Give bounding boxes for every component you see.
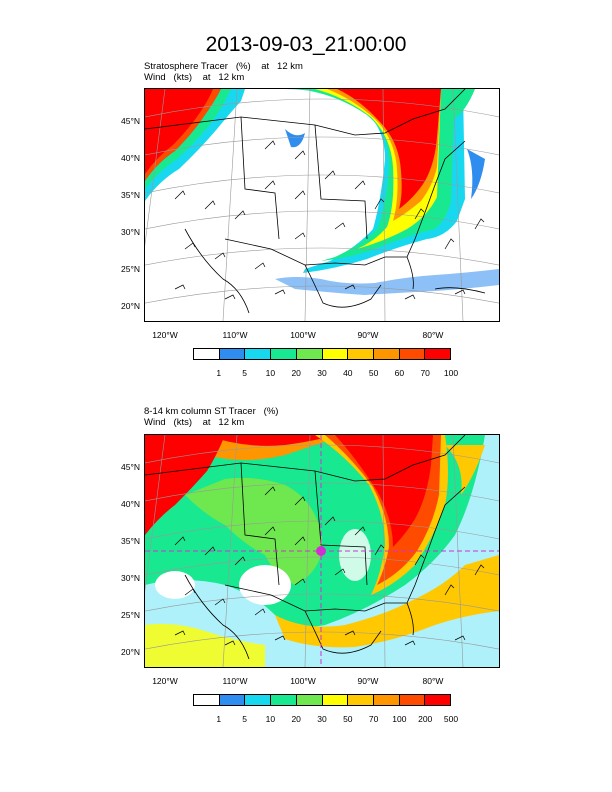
panel2-lat-label: 35°N	[121, 536, 140, 546]
colorbar-label: 1	[216, 368, 222, 378]
colorbar-swatch	[322, 695, 349, 705]
colorbar-swatch	[245, 695, 272, 705]
colorbar-label: 200	[418, 714, 433, 724]
tracer-void-central	[239, 565, 291, 605]
colorbar-swatch	[425, 349, 451, 359]
colorbar-swatch	[245, 349, 272, 359]
panel1-lon-label: 120°W	[152, 330, 178, 340]
tracer-patch-central	[285, 129, 305, 148]
colorbar-label: 1	[216, 714, 222, 724]
colorbar-swatch	[348, 349, 374, 359]
vortex-center-marker	[316, 546, 326, 556]
panel1-graticule	[145, 89, 499, 321]
panel1-lon-label: 100°W	[290, 330, 316, 340]
colorbar-label: 5	[242, 368, 247, 378]
colorbar-label: 500	[443, 714, 459, 724]
panel2-lon-label: 80°W	[422, 676, 444, 686]
colorbar-label: 5	[242, 714, 247, 724]
panel2-lat-label: 25°N	[121, 610, 140, 620]
tracer-patch-e	[467, 149, 485, 199]
panel2-colorbar	[193, 694, 451, 706]
colorbar-label: 40	[343, 368, 353, 378]
panel2-lon-label: 100°W	[290, 676, 316, 686]
panel1-lat-label: 20°N	[121, 301, 140, 311]
colorbar-label: 100	[443, 368, 459, 378]
colorbar-swatch	[271, 695, 297, 705]
panel1-lat-label: 25°N	[121, 264, 140, 274]
tracer-void-east	[339, 529, 371, 581]
colorbar-label: 20	[291, 714, 301, 724]
panel2-map-svg	[145, 435, 499, 667]
tracer-patch-ne	[445, 89, 475, 119]
colorbar-label: 50	[343, 714, 353, 724]
colorbar-label: 30	[317, 714, 327, 724]
tracer-patch-gulf	[275, 269, 499, 295]
panel1-lat-label: 40°N	[121, 153, 140, 163]
panel2-lon-label: 120°W	[152, 676, 178, 686]
colorbar-label: 100	[392, 714, 407, 724]
colorbar-swatch	[296, 695, 323, 705]
colorbar-label: 30	[317, 368, 327, 378]
colorbar-swatch	[399, 695, 426, 705]
panel1-lon-label: 110°W	[222, 330, 248, 340]
tracer-void-west	[155, 571, 195, 599]
colorbar-swatch	[322, 349, 349, 359]
colorbar-swatch	[194, 349, 220, 359]
panel1-caption-line2: Wind (kts) at 12 km	[144, 72, 245, 83]
panel1-lat-label: 45°N	[121, 116, 140, 126]
colorbar-swatch	[425, 695, 451, 705]
tracer-contour-100-east	[337, 89, 441, 209]
panel1-map	[144, 88, 500, 322]
panel1-lon-label: 80°W	[422, 330, 444, 340]
colorbar-swatch	[219, 349, 246, 359]
panel1-colorbar	[193, 348, 451, 360]
panel1-caption-line1: Stratosphere Tracer (%) at 12 km	[144, 61, 303, 72]
tracer-contour-500-east	[335, 435, 433, 547]
tracer-contour-500-west	[145, 435, 225, 535]
colorbar-label: 50	[368, 368, 379, 378]
panel1-lat-label: 35°N	[121, 190, 140, 200]
colorbar-swatch	[348, 695, 374, 705]
panel2-lat-label: 40°N	[121, 499, 140, 509]
tracer-band-south	[275, 555, 499, 648]
colorbar-label: 10	[265, 714, 276, 724]
colorbar-swatch	[373, 695, 400, 705]
tracer-contour-30	[185, 477, 323, 585]
colorbar-label: 60	[394, 368, 405, 378]
colorbar-label: 20	[291, 368, 301, 378]
panel1-lon-label: 90°W	[357, 330, 379, 340]
panel1-wind-barbs	[174, 140, 485, 300]
colorbar-label: 70	[368, 714, 379, 724]
panel2-wind-barbs	[174, 486, 485, 646]
panel2-lat-label: 30°N	[121, 573, 140, 583]
panel2-lat-label: 45°N	[121, 462, 140, 472]
panel1-coastlines	[145, 89, 486, 314]
panel2-lon-label: 110°W	[222, 676, 248, 686]
page-title: 2013-09-03_21:00:00	[205, 33, 407, 56]
panel2-map	[144, 434, 500, 668]
tracer-contour-500-north	[205, 435, 335, 446]
panel2-coastlines	[145, 435, 466, 660]
panel1-lat-label: 30°N	[121, 227, 140, 237]
colorbar-label: 70	[420, 368, 430, 378]
colorbar-label: 10	[265, 368, 276, 378]
colorbar-swatch	[271, 349, 297, 359]
panel1-map-svg	[145, 89, 499, 321]
panel2-caption-line2: Wind (kts) at 12 km	[144, 417, 245, 428]
colorbar-swatch	[399, 349, 426, 359]
tracer-patch-ne	[445, 445, 485, 495]
colorbar-swatch	[373, 349, 400, 359]
panel2-lon-label: 90°W	[357, 676, 379, 686]
colorbar-swatch	[194, 695, 220, 705]
panel2-lat-label: 20°N	[121, 647, 140, 657]
colorbar-swatch	[219, 695, 246, 705]
colorbar-swatch	[296, 349, 323, 359]
panel2-caption-line1: 8-14 km column ST Tracer (%)	[144, 406, 279, 417]
